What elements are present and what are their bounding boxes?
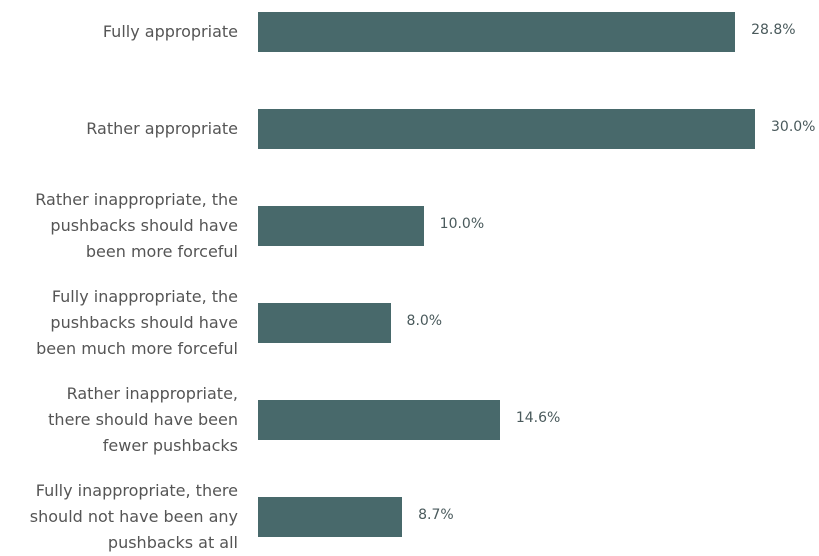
value-label: 14.6% [515, 410, 561, 426]
value-label: 8.7% [418, 507, 454, 523]
bar [258, 303, 391, 343]
category-label: Rather appropriate [86, 119, 238, 138]
value-label: 8.0% [406, 313, 443, 329]
category-label: Fully inappropriate, the pushbacks shoul… [36, 287, 238, 358]
bar [258, 12, 736, 52]
category-label: Rather inappropriate, the pushbacks shou… [35, 190, 238, 261]
category-label: Fully inappropriate, there should not ha… [29, 481, 238, 552]
bar [258, 400, 500, 440]
value-label: 28.8% [751, 22, 796, 38]
value-label: 30.0% [771, 119, 816, 135]
category-label: Rather inappropriate, there should have … [48, 384, 238, 455]
category-label: Fully appropriate [102, 22, 238, 41]
bar [258, 109, 755, 149]
bar [258, 497, 403, 537]
value-label: 10.0% [439, 216, 485, 232]
bar [258, 206, 424, 246]
